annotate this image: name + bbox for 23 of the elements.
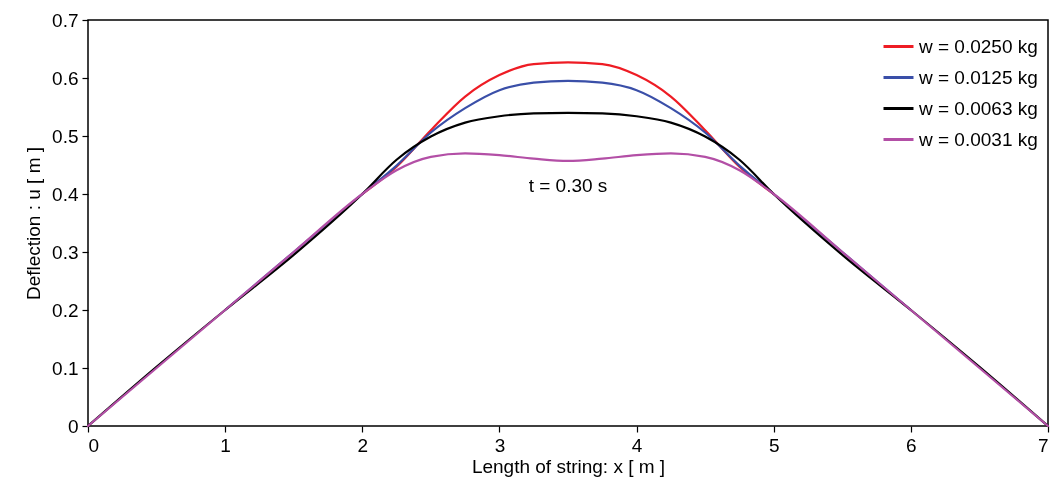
x-tick-label: 1	[220, 434, 231, 456]
y-tick-label: 0	[67, 415, 79, 437]
legend-label: w = 0.0063 kg	[918, 97, 1038, 119]
legend-label: w = 0.0250 kg	[918, 35, 1038, 57]
x-tick-label: 5	[768, 434, 780, 456]
annotation: t = 0.30 s	[528, 175, 608, 196]
y-tick-label: 0.5	[52, 125, 79, 147]
x-tick-label: 2	[357, 434, 369, 456]
x-axis-title: Length of string: x [ m ]	[471, 455, 666, 477]
y-tick-label: 0.2	[52, 299, 79, 321]
y-tick-label: 0.7	[52, 9, 79, 31]
x-tick-label: 0	[88, 434, 100, 456]
y-tick-label: 0.6	[52, 67, 79, 89]
legend-label: w = 0.0125 kg	[918, 66, 1038, 88]
y-tick-label: 0.3	[52, 241, 79, 263]
x-tick-label: 3	[494, 434, 506, 456]
y-tick-label: 0.1	[52, 357, 79, 379]
legend-label: w = 0.0031 kg	[918, 128, 1038, 150]
x-tick-label: 4	[631, 434, 643, 456]
x-tick-label: 7	[1037, 434, 1049, 456]
y-axis-title: Deflection : u [ m ]	[23, 146, 45, 301]
x-tick-label: 6	[906, 434, 917, 456]
y-tick-label: 0.4	[52, 183, 79, 205]
